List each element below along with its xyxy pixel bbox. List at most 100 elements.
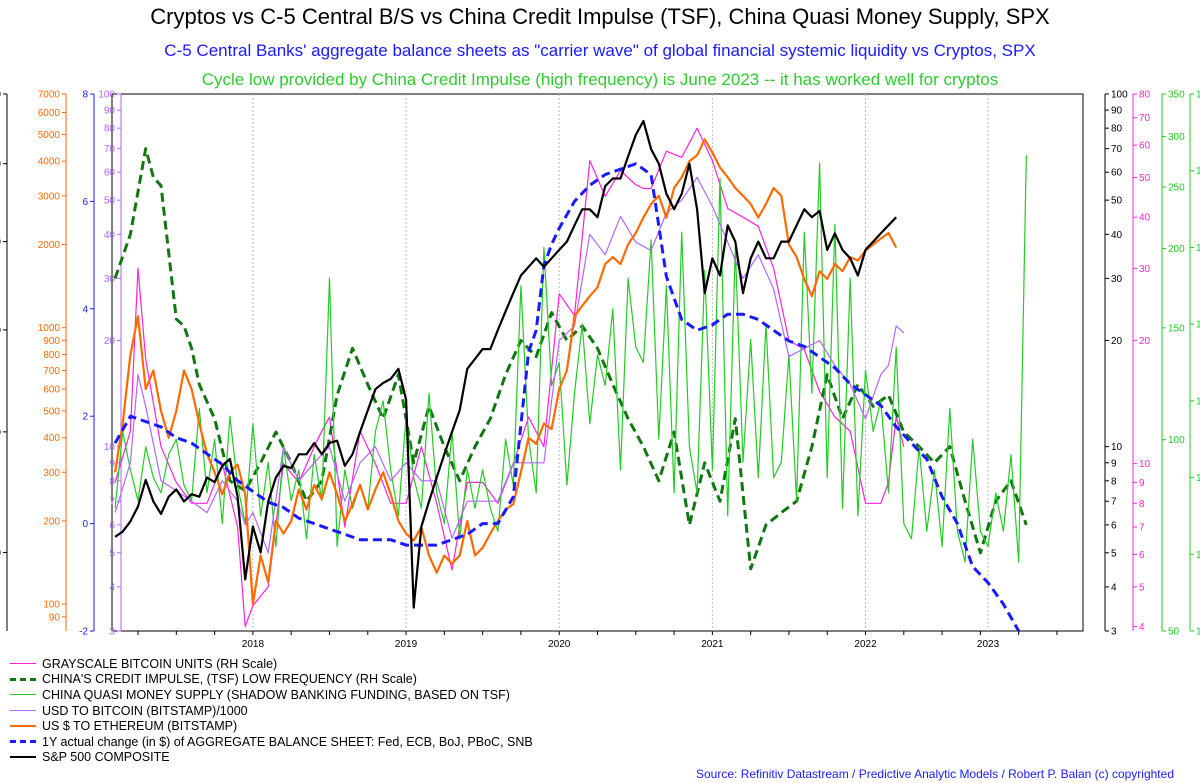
- x-tick-label: 2020: [548, 639, 571, 650]
- axis-tick-label-btc: 60: [104, 168, 116, 179]
- source-note: Source: Refinitiv Datastream / Predictiv…: [696, 767, 1174, 781]
- axis-tick-label-credit: 90: [1111, 106, 1123, 117]
- axis-tick-label-gbtc: 10: [1139, 459, 1151, 470]
- axis-tick-label-eth: 2000: [38, 240, 61, 251]
- axis-tick-label-bs: -2: [79, 627, 88, 638]
- axis-tick-label-spx: 5000: [0, 90, 1, 101]
- legend-item: GRAYSCALE BITCOIN UNITS (RH Scale): [10, 656, 533, 672]
- axis-tick-label-gbtc: 5: [1139, 582, 1145, 593]
- axis-tick-label-qm: 200: [1168, 244, 1185, 255]
- axis-tick-label-qm2: 140: [1196, 320, 1200, 331]
- axis-tick-label-credit: 50: [1111, 196, 1123, 207]
- legend-label: CHINA'S CREDIT IMPULSE, (TSF) LOW FREQUE…: [42, 672, 417, 687]
- axis-tick-label-qm2: 100: [1196, 627, 1200, 638]
- axis-tick-label-credit: 70: [1111, 144, 1123, 155]
- legend-swatch: [10, 756, 36, 759]
- legend-swatch: [10, 663, 36, 665]
- legend-label: GRAYSCALE BITCOIN UNITS (RH Scale): [42, 656, 278, 671]
- axis-tick-label-btc: 40: [104, 230, 116, 241]
- chart-subtitle-2: Cycle low provided by China Credit Impul…: [201, 70, 999, 89]
- axis-tick-label-qm2: 170: [1196, 90, 1200, 101]
- axis-tick-label-spx: 3000: [0, 427, 1, 438]
- axis-tick-label-eth: 400: [43, 433, 60, 444]
- axis-tick-label-eth: 1000: [38, 323, 61, 334]
- axis-tick-label-bs: 4: [82, 304, 88, 315]
- axis-tick-label-credit: 60: [1111, 168, 1123, 179]
- x-tick-label: 2022: [854, 639, 877, 650]
- legend-item: US $ TO ETHEREUM (BITSTAMP): [10, 718, 533, 734]
- axis-tick-label-btc: 50: [104, 196, 116, 207]
- axis-tick-label-bs: 6: [82, 197, 88, 208]
- axis-tick-label-credit: 80: [1111, 124, 1123, 135]
- axis-tick-label-btc: 3: [109, 627, 115, 638]
- axis-tick-label-credit: 20: [1111, 336, 1123, 347]
- axis-tick-label-eth: 4000: [38, 157, 61, 168]
- axis-tick-label-credit: 30: [1111, 274, 1123, 285]
- axis-tick-label-btc: 8: [109, 476, 115, 487]
- legend-label: 1Y actual change (in $) of AGGREGATE BAL…: [42, 734, 533, 749]
- axis-tick-label-bs: 2: [82, 412, 88, 423]
- axis-tick-label-qm2: 110: [1196, 550, 1200, 561]
- axis-tick-label-gbtc: 40: [1139, 213, 1151, 224]
- axis-tick-label-btc: 90: [104, 106, 116, 117]
- axis-tick-label-qm: 250: [1168, 182, 1185, 193]
- axis-tick-label-btc: 4: [109, 582, 115, 593]
- legend-label: S&P 500 COMPOSITE: [42, 750, 170, 765]
- legend-label: CHINA QUASI MONEY SUPPLY (SHADOW BANKING…: [42, 687, 510, 702]
- axis-tick-label-gbtc: 20: [1139, 336, 1151, 347]
- legend-item: S&P 500 COMPOSITE: [10, 750, 533, 766]
- axis-tick-label-credit: 8: [1111, 476, 1117, 487]
- axis-tick-label-btc: 30: [104, 274, 116, 285]
- axis-tick-label-gbtc: 50: [1139, 173, 1151, 184]
- x-tick-label: 2019: [395, 639, 418, 650]
- axis-tick-label-gbtc: 6: [1139, 550, 1145, 561]
- legend-label: USD TO BITCOIN (BITSTAMP)/1000: [42, 703, 248, 718]
- axis-tick-label-eth: 100: [43, 600, 60, 611]
- legend-item: 1Y actual change (in $) of AGGREGATE BAL…: [10, 734, 533, 750]
- axis-tick-label-btc: 9: [109, 458, 115, 469]
- legend-swatch: [10, 710, 36, 712]
- axis-tick-label-qm2: 150: [1196, 243, 1200, 254]
- axis-tick-label-spx: 2500: [0, 548, 1, 559]
- axis-tick-label-credit: 5: [1111, 548, 1117, 559]
- axis-tick-label-btc: 7: [109, 497, 115, 508]
- axis-tick-label-gbtc: 8: [1139, 499, 1145, 510]
- axis-tick-label-eth: 600: [43, 385, 60, 396]
- axis-tick-label-credit: 3: [1111, 627, 1117, 638]
- axis-tick-label-credit: 9: [1111, 458, 1117, 469]
- axis-tick-label-bs: 0: [82, 519, 88, 530]
- chart-subtitle-1: C-5 Central Banks' aggregate balance she…: [164, 41, 1036, 60]
- axis-tick-label-eth: 700: [43, 366, 60, 377]
- series-line-2: [114, 155, 1027, 563]
- legend-swatch: [10, 677, 36, 681]
- axis-tick-label-qm: 300: [1168, 132, 1185, 143]
- axis-tick-label-btc: 70: [104, 144, 116, 155]
- axis-tick-label-eth: 500: [43, 406, 60, 417]
- chart-title: Cryptos vs C-5 Central B/S vs China Cred…: [150, 4, 1050, 29]
- axis-tick-label-btc: 10: [104, 442, 116, 453]
- axis-tick-label-qm: 100: [1168, 435, 1185, 446]
- legend-swatch: [10, 725, 36, 728]
- axis-tick-label-gbtc: 4: [1139, 622, 1145, 633]
- legend: GRAYSCALE BITCOIN UNITS (RH Scale) CHINA'…: [10, 656, 533, 765]
- axis-tick-label-gbtc: 80: [1139, 90, 1151, 101]
- axis-tick-label-spx: 3500: [0, 325, 1, 336]
- axis-tick-label-gbtc: 60: [1139, 141, 1151, 152]
- axis-tick-label-credit: 7: [1111, 497, 1117, 508]
- axis-tick-label-btc: 5: [109, 548, 115, 559]
- axis-tick-label-credit: 4: [1111, 582, 1117, 593]
- axis-tick-label-btc: 6: [109, 520, 115, 531]
- series-line-0: [114, 127, 905, 628]
- legend-item: USD TO BITCOIN (BITSTAMP)/1000: [10, 703, 533, 719]
- axis-tick-label-eth: 300: [43, 468, 60, 479]
- legend-swatch: [10, 740, 36, 744]
- legend-item: CHINA QUASI MONEY SUPPLY (SHADOW BANKING…: [10, 687, 533, 703]
- legend-item: CHINA'S CREDIT IMPULSE, (TSF) LOW FREQUE…: [10, 672, 533, 688]
- axis-tick-label-btc: 20: [104, 336, 116, 347]
- axis-tick-label-spx: 4000: [0, 237, 1, 248]
- axis-tick-label-gbtc: 70: [1139, 113, 1151, 124]
- axis-tick-label-credit: 6: [1111, 520, 1117, 531]
- axis-tick-label-qm2: 160: [1196, 166, 1200, 177]
- axis-tick-label-eth: 3000: [38, 191, 61, 202]
